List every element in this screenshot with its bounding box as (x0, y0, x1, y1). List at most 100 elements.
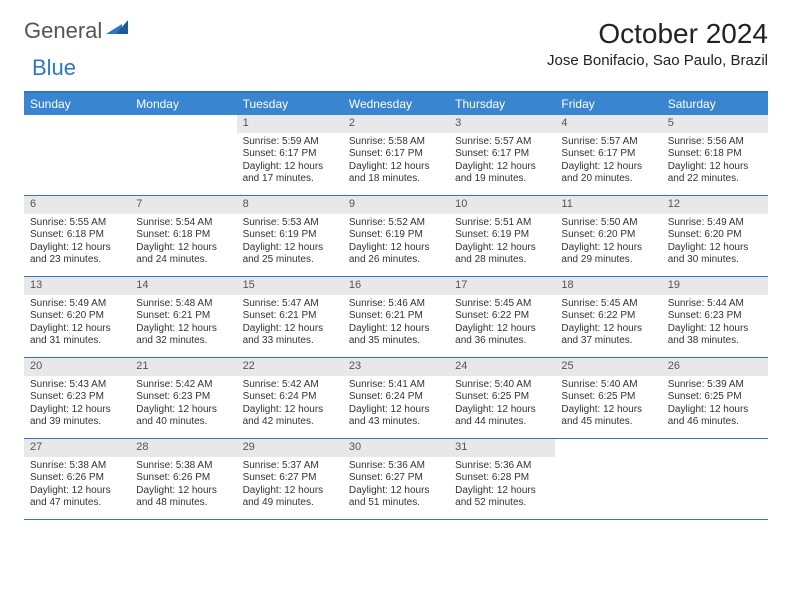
dow-tue: Tuesday (237, 93, 343, 115)
day-number: 11 (555, 196, 661, 214)
day-cell: 3Sunrise: 5:57 AMSunset: 6:17 PMDaylight… (449, 115, 555, 195)
day-cell: 13Sunrise: 5:49 AMSunset: 6:20 PMDayligh… (24, 277, 130, 357)
sunset-text: Sunset: 6:26 PM (30, 472, 124, 485)
sunrise-text: Sunrise: 5:36 AM (455, 460, 549, 473)
sunset-text: Sunset: 6:23 PM (30, 391, 124, 404)
day-body: Sunrise: 5:42 AMSunset: 6:24 PMDaylight:… (237, 376, 343, 434)
day-cell: 21Sunrise: 5:42 AMSunset: 6:23 PMDayligh… (130, 358, 236, 438)
day-cell: 5Sunrise: 5:56 AMSunset: 6:18 PMDaylight… (662, 115, 768, 195)
sunset-text: Sunset: 6:25 PM (561, 391, 655, 404)
dow-sun: Sunday (24, 93, 130, 115)
sunrise-text: Sunrise: 5:47 AM (243, 298, 337, 311)
day-number: 3 (449, 115, 555, 133)
day-number: 27 (24, 439, 130, 457)
sunset-text: Sunset: 6:24 PM (243, 391, 337, 404)
day-body: Sunrise: 5:50 AMSunset: 6:20 PMDaylight:… (555, 214, 661, 272)
sunset-text: Sunset: 6:17 PM (455, 148, 549, 161)
day-number: 24 (449, 358, 555, 376)
daylight-text: Daylight: 12 hours and 52 minutes. (455, 485, 549, 510)
sunrise-text: Sunrise: 5:59 AM (243, 136, 337, 149)
day-body: Sunrise: 5:56 AMSunset: 6:18 PMDaylight:… (662, 133, 768, 191)
day-number: 13 (24, 277, 130, 295)
day-number: 6 (24, 196, 130, 214)
sunrise-text: Sunrise: 5:55 AM (30, 217, 124, 230)
daylight-text: Daylight: 12 hours and 32 minutes. (136, 323, 230, 348)
daylight-text: Daylight: 12 hours and 22 minutes. (668, 161, 762, 186)
sunset-text: Sunset: 6:23 PM (136, 391, 230, 404)
week-row: 20Sunrise: 5:43 AMSunset: 6:23 PMDayligh… (24, 358, 768, 439)
day-body: Sunrise: 5:53 AMSunset: 6:19 PMDaylight:… (237, 214, 343, 272)
day-number: 19 (662, 277, 768, 295)
brand-logo: General (24, 18, 130, 44)
day-number: 23 (343, 358, 449, 376)
sunset-text: Sunset: 6:20 PM (668, 229, 762, 242)
day-number: 18 (555, 277, 661, 295)
day-body: Sunrise: 5:47 AMSunset: 6:21 PMDaylight:… (237, 295, 343, 353)
day-cell: 27Sunrise: 5:38 AMSunset: 6:26 PMDayligh… (24, 439, 130, 519)
day-cell: . (662, 439, 768, 519)
sunset-text: Sunset: 6:18 PM (668, 148, 762, 161)
day-number: 22 (237, 358, 343, 376)
week-row: ..1Sunrise: 5:59 AMSunset: 6:17 PMDaylig… (24, 115, 768, 196)
sunset-text: Sunset: 6:17 PM (349, 148, 443, 161)
day-number: 10 (449, 196, 555, 214)
sunset-text: Sunset: 6:18 PM (136, 229, 230, 242)
day-number: 2 (343, 115, 449, 133)
day-body: Sunrise: 5:46 AMSunset: 6:21 PMDaylight:… (343, 295, 449, 353)
sunset-text: Sunset: 6:23 PM (668, 310, 762, 323)
day-body: Sunrise: 5:40 AMSunset: 6:25 PMDaylight:… (449, 376, 555, 434)
day-number: 15 (237, 277, 343, 295)
daylight-text: Daylight: 12 hours and 35 minutes. (349, 323, 443, 348)
day-body: Sunrise: 5:38 AMSunset: 6:26 PMDaylight:… (24, 457, 130, 515)
sunrise-text: Sunrise: 5:41 AM (349, 379, 443, 392)
sunset-text: Sunset: 6:18 PM (30, 229, 124, 242)
day-number: 1 (237, 115, 343, 133)
day-number: 21 (130, 358, 236, 376)
day-body: Sunrise: 5:38 AMSunset: 6:26 PMDaylight:… (130, 457, 236, 515)
sunrise-text: Sunrise: 5:50 AM (561, 217, 655, 230)
sunrise-text: Sunrise: 5:42 AM (243, 379, 337, 392)
sunrise-text: Sunrise: 5:46 AM (349, 298, 443, 311)
day-number: 20 (24, 358, 130, 376)
day-body: Sunrise: 5:39 AMSunset: 6:25 PMDaylight:… (662, 376, 768, 434)
dow-thu: Thursday (449, 93, 555, 115)
sunrise-text: Sunrise: 5:49 AM (30, 298, 124, 311)
day-body: Sunrise: 5:52 AMSunset: 6:19 PMDaylight:… (343, 214, 449, 272)
day-cell: . (24, 115, 130, 195)
daylight-text: Daylight: 12 hours and 40 minutes. (136, 404, 230, 429)
sunset-text: Sunset: 6:19 PM (243, 229, 337, 242)
sunrise-text: Sunrise: 5:45 AM (455, 298, 549, 311)
day-cell: 17Sunrise: 5:45 AMSunset: 6:22 PMDayligh… (449, 277, 555, 357)
sunrise-text: Sunrise: 5:57 AM (561, 136, 655, 149)
sunset-text: Sunset: 6:21 PM (136, 310, 230, 323)
week-row: 13Sunrise: 5:49 AMSunset: 6:20 PMDayligh… (24, 277, 768, 358)
sunrise-text: Sunrise: 5:37 AM (243, 460, 337, 473)
day-cell: 12Sunrise: 5:49 AMSunset: 6:20 PMDayligh… (662, 196, 768, 276)
sunrise-text: Sunrise: 5:53 AM (243, 217, 337, 230)
daylight-text: Daylight: 12 hours and 18 minutes. (349, 161, 443, 186)
day-cell: 18Sunrise: 5:45 AMSunset: 6:22 PMDayligh… (555, 277, 661, 357)
day-body: Sunrise: 5:58 AMSunset: 6:17 PMDaylight:… (343, 133, 449, 191)
day-of-week-row: Sunday Monday Tuesday Wednesday Thursday… (24, 93, 768, 115)
daylight-text: Daylight: 12 hours and 19 minutes. (455, 161, 549, 186)
day-number: 5 (662, 115, 768, 133)
sunrise-text: Sunrise: 5:58 AM (349, 136, 443, 149)
day-number: 9 (343, 196, 449, 214)
day-cell: 19Sunrise: 5:44 AMSunset: 6:23 PMDayligh… (662, 277, 768, 357)
day-body: Sunrise: 5:54 AMSunset: 6:18 PMDaylight:… (130, 214, 236, 272)
day-cell: 29Sunrise: 5:37 AMSunset: 6:27 PMDayligh… (237, 439, 343, 519)
day-body: Sunrise: 5:51 AMSunset: 6:19 PMDaylight:… (449, 214, 555, 272)
day-cell: 10Sunrise: 5:51 AMSunset: 6:19 PMDayligh… (449, 196, 555, 276)
dow-wed: Wednesday (343, 93, 449, 115)
day-cell: 25Sunrise: 5:40 AMSunset: 6:25 PMDayligh… (555, 358, 661, 438)
day-number: 8 (237, 196, 343, 214)
day-cell: 16Sunrise: 5:46 AMSunset: 6:21 PMDayligh… (343, 277, 449, 357)
sunrise-text: Sunrise: 5:45 AM (561, 298, 655, 311)
day-number: 29 (237, 439, 343, 457)
daylight-text: Daylight: 12 hours and 28 minutes. (455, 242, 549, 267)
week-row: 6Sunrise: 5:55 AMSunset: 6:18 PMDaylight… (24, 196, 768, 277)
sunrise-text: Sunrise: 5:52 AM (349, 217, 443, 230)
sunrise-text: Sunrise: 5:38 AM (136, 460, 230, 473)
day-number: 25 (555, 358, 661, 376)
location-text: Jose Bonifacio, Sao Paulo, Brazil (547, 52, 768, 69)
